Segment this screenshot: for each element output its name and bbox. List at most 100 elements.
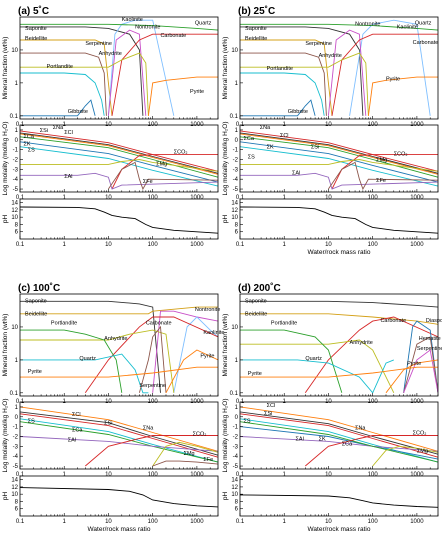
x-tick-label: 10 (325, 519, 332, 525)
x-tick-label: 10 (105, 195, 112, 201)
y-tick-label: 10 (231, 48, 238, 54)
series-label-serpentine: Serpentine (305, 41, 332, 47)
y-tick-label: 12 (11, 485, 18, 491)
plot-frame (19, 124, 219, 193)
x-tick-label: 1 (283, 195, 287, 201)
y-tick-label: -3 (13, 444, 19, 450)
y-tick-label: 14 (231, 478, 238, 484)
y-tick-label: 14 (11, 478, 18, 484)
y-tick-label: 1 (235, 358, 239, 364)
y-tick-label: 1 (15, 81, 19, 87)
y-tick-label: 0 (235, 138, 239, 144)
series-line-k (240, 426, 438, 460)
series-label-k: ΣK (319, 436, 326, 442)
y-tick-label: 12 (11, 208, 18, 214)
x-tick-label: 10 (325, 472, 332, 478)
series-line-mg (152, 441, 218, 467)
x-tick-label: 100 (148, 242, 159, 248)
series-label-k: ΣK (267, 145, 274, 151)
series-label-anhydrite: Anhydrite (319, 53, 342, 59)
series-label-portlandite: Portlandite (47, 64, 73, 70)
series-label-na: ΣNa (355, 426, 366, 432)
x-tick-label: 0.1 (236, 242, 245, 248)
series-label-co: ΣCO₂ (193, 432, 207, 438)
series-line-pyrite (240, 366, 438, 378)
y-tick-label: -5 (233, 464, 239, 470)
y-tick-label: -1 (233, 148, 239, 154)
series-label-mg: ΣMg (156, 161, 167, 167)
series-line-na (20, 130, 218, 172)
series-label-s: ΣS (244, 419, 251, 425)
y-axis-label: pH (222, 215, 229, 224)
x-tick-label: 10 (325, 242, 332, 248)
series-line-quartz (20, 353, 149, 394)
series-label-beidellite: Beidellite (25, 36, 47, 42)
x-tick-label: 100 (368, 195, 379, 201)
series-line-diaspore (403, 320, 438, 393)
series-line-co (305, 435, 438, 467)
y-tick-label: 12 (231, 208, 238, 214)
series-line-pyrite (385, 359, 438, 394)
x-tick-label: 1 (283, 242, 287, 248)
series-line-beidellite (240, 39, 333, 116)
series-line-carbonate (331, 33, 438, 116)
y-tick-label: -4 (233, 454, 239, 460)
series-label-beidellite: Beidellite (245, 312, 267, 318)
series-label-diaspore: Diaspore (426, 318, 442, 324)
series-label-al: ΣAl (64, 174, 72, 180)
series-label-mg: ΣMg (376, 157, 387, 163)
plot-frame (239, 401, 439, 470)
series-label-si: ΣSi (40, 128, 48, 134)
series-label-anhydrite: Anhydrite (99, 51, 122, 57)
series-label-co: ΣCO₂ (174, 150, 188, 156)
series-line-portlandite (240, 329, 343, 393)
series-line-anhydrite (240, 339, 395, 393)
series-line-al (20, 436, 218, 452)
series-line-nontronite (107, 29, 147, 116)
y-tick-label: 8 (235, 499, 239, 505)
y-tick-label: -2 (233, 434, 239, 440)
y-tick-label: -5 (13, 464, 19, 470)
series-label-serpentine: Serpentine (417, 346, 442, 352)
series-line-fe (108, 161, 218, 191)
series-label-al: ΣAl (68, 437, 76, 443)
series-line-anhydrite (20, 329, 175, 393)
y-tick-label: 1 (15, 405, 19, 411)
series-label-ca: ΣCa (342, 441, 353, 447)
x-tick-label: 100 (148, 195, 159, 201)
y-tick-label: 0 (15, 138, 19, 144)
series-label-portlandite: Portlandite (267, 66, 293, 72)
series-label-si: ΣSi (264, 411, 272, 417)
y-tick-label: 6 (235, 507, 239, 513)
series-label-nontronite: Nontronite (195, 307, 220, 313)
x-tick-label: 1 (63, 519, 67, 525)
x-axis-label: Water/rock mass ratio (308, 249, 371, 256)
series-line-gibbsite (240, 99, 316, 117)
y-tick-label: 14 (231, 201, 238, 207)
x-tick-label: 0.1 (16, 472, 25, 478)
series-label-gibbsite: Gibbsite (68, 109, 88, 115)
x-tick-label: 10 (105, 519, 112, 525)
y-tick-label: 12 (231, 485, 238, 491)
series-label-kaolinite: Kaolinite (122, 17, 143, 23)
x-tick-label: 1000 (190, 195, 204, 201)
series-line-portlandite (240, 72, 325, 116)
series-line-saponite (240, 300, 438, 308)
series-label-ca: ΣCa (244, 136, 255, 142)
series-label-na: ΣNa (260, 125, 271, 131)
series-line-co (85, 435, 218, 467)
series-line-quartz (240, 23, 438, 31)
y-axis-label: Log molality (mol/kg H₂O) (2, 398, 9, 472)
series-line-mg (240, 159, 438, 172)
y-tick-label: 0.1 (10, 114, 19, 120)
y-tick-label: -1 (13, 425, 19, 431)
y-tick-label: -2 (13, 434, 19, 440)
series-line-al (20, 172, 218, 190)
series-label-al: ΣAl (296, 436, 304, 442)
